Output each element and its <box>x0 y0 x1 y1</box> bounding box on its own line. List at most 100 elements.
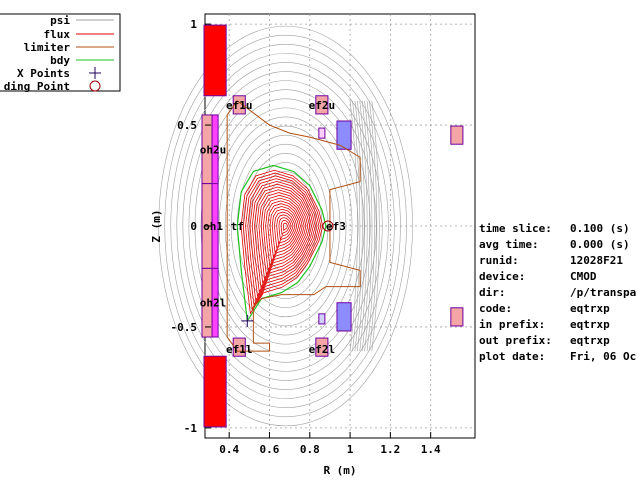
info-value: eqtrxp <box>570 302 610 315</box>
info-value: 0.000 (s) <box>570 238 630 251</box>
flux-contour <box>249 181 316 298</box>
x-tick-label: 1.2 <box>380 443 400 456</box>
coil-label: ef3 <box>326 220 346 233</box>
psi-contour <box>194 80 377 372</box>
info-value: 0.100 (s) <box>570 222 630 235</box>
info-key: out prefix: <box>479 334 552 347</box>
x-tick-label: 0.8 <box>300 443 320 456</box>
psi-contour <box>255 171 317 281</box>
legend-label-flux: flux <box>44 28 71 41</box>
coil-blue-lower <box>336 302 352 332</box>
psi-contour <box>230 134 341 318</box>
info-key: in prefix: <box>479 318 545 331</box>
flux-contour <box>269 206 299 258</box>
info-panel: time slice: 0.100 (s) avg time: 0.000 (s) ru… <box>479 222 636 363</box>
info-key: runid: <box>479 254 519 267</box>
legend-label-limiter: limiter <box>24 41 71 54</box>
psi-contour <box>354 100 363 352</box>
psi-contour <box>188 71 383 381</box>
legend-swatch-touching-point <box>89 80 101 92</box>
flux-contour <box>260 194 307 276</box>
flux-contour <box>267 203 301 263</box>
overlay: ef1u ef2u oh2u oh1 tf ef3 oh2l ef1l ef2l <box>200 99 361 356</box>
legend-label-bdy: bdy <box>50 54 70 67</box>
flux-contour <box>278 217 292 241</box>
coil-oh2l-inner <box>211 267 219 338</box>
coils <box>201 24 464 428</box>
flux-contour <box>271 208 298 254</box>
flux-contour <box>242 172 322 311</box>
psi-contour <box>357 100 366 352</box>
info-key: avg time: <box>479 238 539 251</box>
y-tick-label: 0.5 <box>177 119 197 132</box>
y-tick-label: -0.5 <box>171 321 198 334</box>
axis-ticks: 0.4 0.6 0.8 1 1.2 1.4 1 0.5 0 -0.5 -1 <box>171 18 441 456</box>
coil-label: oh1 <box>203 220 223 233</box>
legend-label-psi: psi <box>50 14 70 27</box>
info-key: device: <box>479 270 525 283</box>
psi-contour <box>359 100 368 352</box>
y-tick-label: -1 <box>184 422 198 435</box>
legend-swatch-xpoints <box>89 67 101 79</box>
psi-contour <box>369 100 378 352</box>
coil-label: oh2u <box>200 143 227 156</box>
info-value: Fri, 06 Oc <box>570 350 636 363</box>
coil-label: tf <box>231 220 244 233</box>
flux-contour <box>265 200 303 267</box>
flux-contour <box>282 222 288 232</box>
coil-small-upper <box>318 127 326 139</box>
info-key: code: <box>479 302 512 315</box>
flux-contour <box>245 175 320 306</box>
coil-label: ef2u <box>309 99 336 112</box>
coil-label: ef1u <box>226 99 253 112</box>
psi-contour <box>200 89 371 363</box>
psi-contour <box>158 25 413 427</box>
legend: psi flux limiter bdy X Points ding Point <box>0 13 121 93</box>
flux-contour <box>262 197 305 271</box>
info-value: CMOD <box>570 270 597 283</box>
flux-contours <box>240 169 324 315</box>
psi-contour <box>224 125 347 327</box>
coil-ef2u <box>315 95 329 115</box>
boundary-line <box>236 164 327 323</box>
flux-contour <box>256 189 311 284</box>
psi-contour <box>352 100 361 352</box>
info-key: plot date: <box>479 350 545 363</box>
legend-frame <box>0 13 121 92</box>
coil-outer-lower <box>450 307 464 327</box>
info-value: 12028F21 <box>570 254 623 267</box>
x-tick-label: 0.6 <box>260 443 280 456</box>
psi-contour <box>176 53 395 399</box>
psi-contour <box>182 62 389 390</box>
info-key: time slice: <box>479 222 552 235</box>
x-tick-label: 1.4 <box>421 443 441 456</box>
info-value: eqtrxp <box>570 318 610 331</box>
psi-contour <box>361 100 371 352</box>
x-tick-label: 1 <box>347 443 354 456</box>
coil-label: ef1l <box>226 343 253 356</box>
psi-contour <box>364 100 373 352</box>
coil-ef2l <box>315 337 329 357</box>
y-axis-label: Z (m) <box>150 209 163 242</box>
coil-label: oh2l <box>200 297 227 310</box>
info-value: /p/transpa <box>570 286 636 299</box>
coil-blue-upper <box>336 120 352 150</box>
coil-ef1l <box>232 337 246 357</box>
coil-label: ef2l <box>309 343 336 356</box>
flux-contour <box>274 211 296 249</box>
x-axis-label: R (m) <box>323 464 356 477</box>
flux-contour <box>251 183 314 293</box>
legend-label-xpoints: X Points <box>17 67 70 80</box>
touching-point-marker <box>322 220 334 232</box>
coil-outer-upper <box>450 125 464 145</box>
info-key: dir: <box>479 286 506 299</box>
x-tick-label: 0.4 <box>219 443 239 456</box>
limiter-line <box>226 100 361 352</box>
legend-label-touching-point: ding Point <box>4 80 70 93</box>
psi-contour <box>164 34 407 418</box>
coil-ef1u <box>232 95 246 115</box>
flux-contour <box>247 178 318 302</box>
psi-contour <box>170 43 401 409</box>
info-value: eqtrxp <box>570 334 610 347</box>
